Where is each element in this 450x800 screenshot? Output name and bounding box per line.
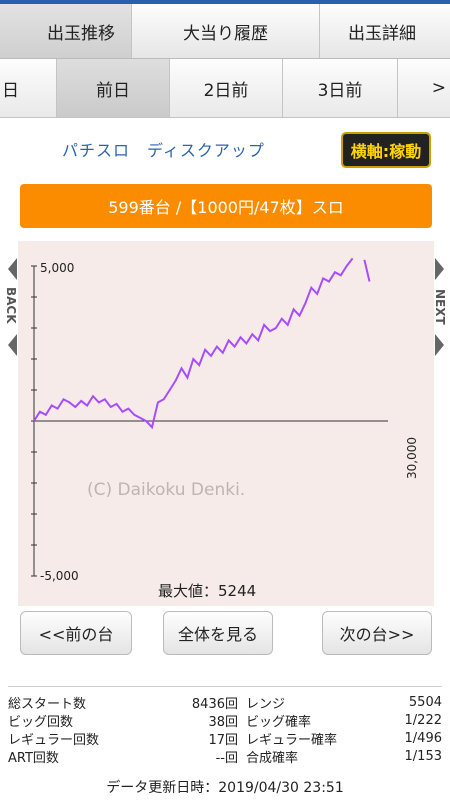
stats-row: 総スタート数 8436回 レンジ 5504 [8, 693, 442, 712]
next-nav[interactable] [435, 258, 445, 358]
day-label: 3日前 [317, 80, 363, 101]
day-label: 日 [2, 80, 19, 101]
stat-label: ビッグ確率 [246, 714, 312, 730]
stat-label: レギュラー確率 [246, 732, 338, 748]
day-today[interactable]: 日 [0, 59, 57, 117]
stat-label: ART回数 [8, 750, 59, 766]
day-label: 2日前 [203, 80, 249, 101]
day-selector: 日 前日 2日前 3日前 > [0, 59, 450, 118]
stat-label: 合成確率 [246, 750, 299, 766]
payout-chart: (C) Daikoku Denki. 5,000 -5,000 30,000 最… [18, 241, 434, 606]
view-all-button[interactable]: 全体を見る [163, 611, 273, 655]
day-label: > [431, 78, 446, 98]
tab-payout-detail[interactable]: 出玉詳細 [320, 4, 450, 58]
next-arrow-icon [435, 334, 444, 356]
stat-value: --回 [215, 750, 238, 766]
tab-payout-trend[interactable]: 出玉推移 [0, 4, 132, 58]
back-arrow-icon [8, 258, 17, 280]
stat-value: 1/153 [404, 748, 442, 764]
max-value-label: 最大値：5244 [158, 582, 256, 600]
prev-machine-button[interactable]: <<前の台 [20, 611, 132, 655]
back-nav[interactable] [8, 258, 18, 358]
stats-table: 総スタート数 8436回 レンジ 5504 ビッグ回数 38回 ビッグ確率 1/222 レギ… [8, 686, 442, 766]
stat-value: 1/496 [404, 730, 442, 746]
y-tick-label-bottom: -5,000 [40, 569, 79, 583]
x-tick-label: 30,000 [405, 437, 419, 479]
series-line [33, 257, 371, 430]
stats-row: ART回数 --回 合成確率 1/153 [8, 747, 442, 766]
stat-value: 17回 [208, 732, 238, 748]
day-next-arrow[interactable]: > [398, 59, 450, 117]
y-tick-label-top: 5,000 [40, 261, 74, 275]
back-label[interactable]: BACK [4, 287, 18, 324]
stat-label: ビッグ回数 [8, 714, 74, 730]
stat-value: 1/222 [404, 712, 442, 728]
stats-row: レギュラー回数 17回 レギュラー確率 1/496 [8, 729, 442, 748]
machine-info-banner: 599番台 /【1000円/47枚】スロ [20, 184, 432, 228]
axis-toggle-button[interactable]: 横軸:稼動 [341, 132, 431, 168]
stats-row: ビッグ回数 38回 ビッグ確率 1/222 [8, 711, 442, 730]
tab-jackpot-history[interactable]: 大当り履歴 [132, 4, 320, 58]
next-label[interactable]: NEXT [433, 289, 447, 325]
main-tabs: 出玉推移 大当り履歴 出玉詳細 [0, 4, 450, 59]
chart-series [33, 257, 371, 430]
stat-value: 8436回 [191, 696, 238, 712]
stat-value: 5504 [408, 694, 442, 710]
day-2-days-ago[interactable]: 2日前 [170, 59, 283, 117]
last-updated: データ更新日時：2019/04/30 23:51 [106, 780, 344, 796]
day-yesterday[interactable]: 前日 [57, 59, 170, 117]
top-accent-bar [0, 0, 450, 4]
day-label: 前日 [96, 80, 130, 101]
back-arrow-icon [8, 334, 17, 356]
day-3-days-ago[interactable]: 3日前 [283, 59, 398, 117]
next-arrow-icon [435, 258, 444, 280]
tab-label: 出玉推移 [47, 23, 115, 44]
tab-label: 大当り履歴 [183, 23, 268, 44]
next-machine-button[interactable]: 次の台>> [322, 611, 432, 655]
chart-watermark: (C) Daikoku Denki. [87, 480, 245, 500]
stat-label: レンジ [246, 696, 286, 712]
tab-label: 出玉詳細 [348, 23, 416, 44]
stat-label: レギュラー回数 [8, 732, 100, 748]
y-axis-ticks [31, 265, 37, 577]
machine-name: パチスロ ディスクアップ [62, 141, 265, 160]
stat-value: 38回 [208, 714, 238, 730]
chart-svg: (C) Daikoku Denki. 5,000 -5,000 30,000 最… [31, 257, 419, 600]
stat-label: 総スタート数 [8, 696, 87, 712]
